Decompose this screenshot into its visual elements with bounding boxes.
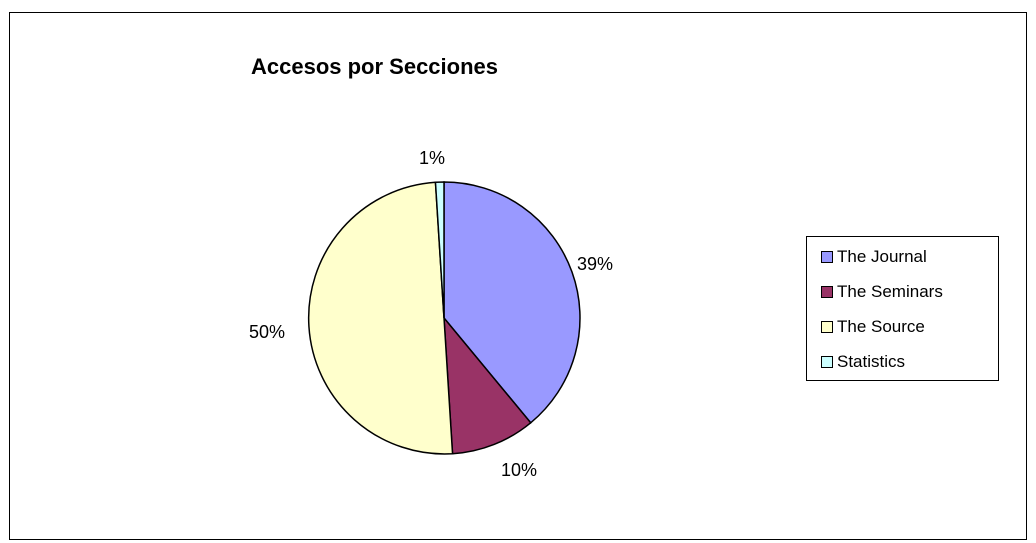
pie-slice-the-journal (443, 181, 581, 424)
slice-label-the-source: 50% (249, 322, 286, 342)
legend-label: The Journal (837, 247, 927, 266)
legend-item-the-seminars: The Seminars (821, 282, 943, 302)
pie-slice-the-source (307, 181, 454, 455)
legend-label: Statistics (837, 352, 906, 371)
legend: The Journal The Seminars The Source Stat… (806, 236, 999, 381)
legend-item-statistics: Statistics (821, 352, 905, 372)
legend-item-the-journal: The Journal (821, 247, 927, 267)
legend-swatch-the-seminars (821, 286, 833, 298)
legend-label: The Source (837, 317, 925, 336)
legend-swatch-statistics (821, 356, 833, 368)
legend-swatch-the-journal (821, 251, 833, 263)
legend-swatch-the-source (821, 321, 833, 333)
slice-label-the-seminars: 10% (501, 460, 538, 480)
pie-slice-the-seminars (443, 315, 532, 455)
slice-label-statistics: 1% (419, 148, 446, 168)
slice-label-the-journal: 39% (577, 254, 614, 274)
chart-title: Accesos por Secciones (251, 54, 499, 79)
legend-label: The Seminars (837, 282, 943, 301)
pie-slice-statistics (434, 181, 445, 319)
legend-item-the-source: The Source (821, 317, 925, 337)
